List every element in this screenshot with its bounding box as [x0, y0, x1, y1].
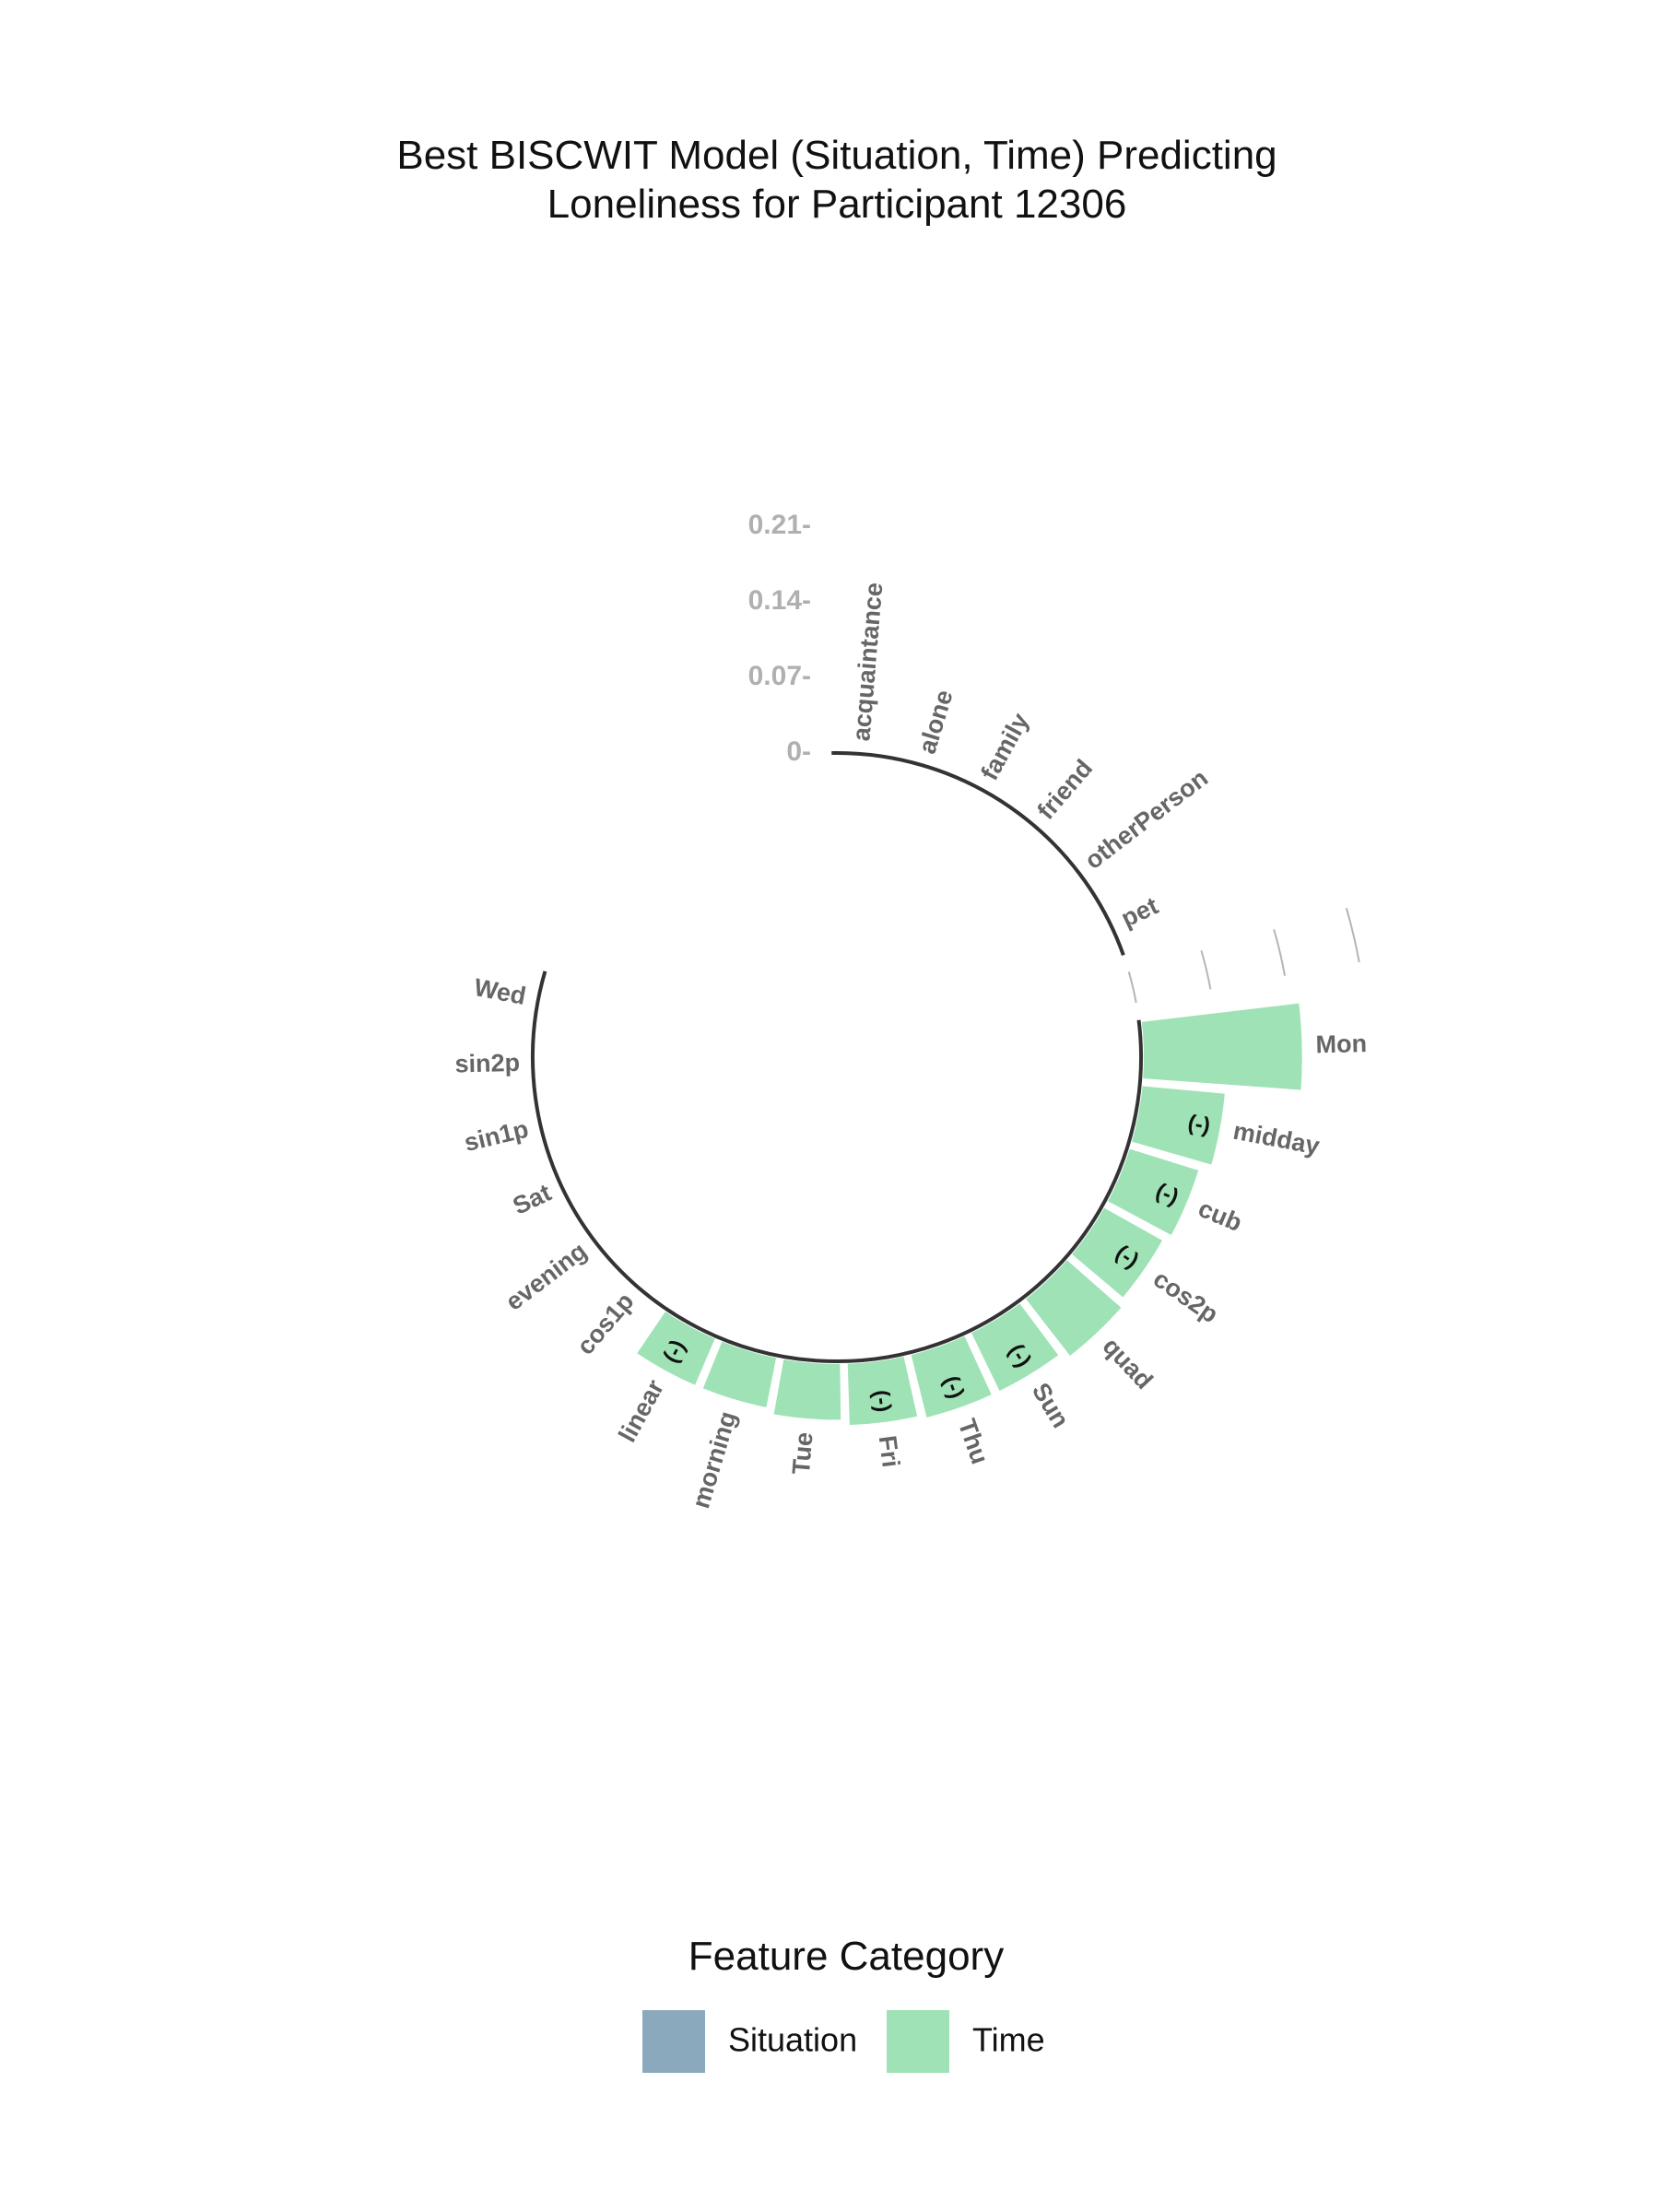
group-baselines — [531, 751, 1143, 1363]
grid-arc-3 — [1345, 908, 1360, 963]
label-cos2p: cos2p — [1148, 1265, 1223, 1328]
label-pet: pet — [1117, 891, 1162, 932]
label-linear: linear — [613, 1375, 669, 1447]
chart-title-line-1: Best BISCWIT Model (Situation, Time) Pre… — [396, 133, 1277, 178]
radial-tick-labels: 0- 0.07- 0.14- 0.21- — [748, 510, 811, 767]
label-midday: midday — [1231, 1117, 1322, 1160]
tick-1: 0.07- — [748, 661, 811, 691]
baseline-situation — [831, 751, 1125, 956]
bar-layer — [634, 1001, 1304, 1428]
label-wed: Wed — [472, 973, 528, 1010]
grid-arc-1 — [1200, 950, 1212, 990]
tick-2: 0.14- — [748, 585, 811, 616]
label-otherperson: otherPerson — [1079, 764, 1213, 875]
tick-3: 0.21- — [748, 510, 811, 540]
label-sin1p: sin1p — [462, 1115, 532, 1157]
grid-arc-2 — [1273, 929, 1287, 976]
label-sat: Sat — [509, 1179, 556, 1220]
neg-marker-midday: (-) — [1186, 1111, 1213, 1139]
bar-tue — [771, 1357, 843, 1422]
label-quad: quad — [1098, 1332, 1159, 1394]
radial-grid — [1127, 908, 1360, 1004]
label-mon: Mon — [1315, 1030, 1367, 1058]
label-sun: Sun — [1027, 1378, 1075, 1432]
label-alone: alone — [913, 687, 959, 757]
label-sin2p: sin2p — [454, 1049, 520, 1078]
label-tue: Tue — [787, 1431, 818, 1476]
label-evening: evening — [500, 1237, 592, 1316]
neg-marker-fri: (-) — [868, 1388, 896, 1413]
legend-label-situation: Situation — [728, 2021, 857, 2059]
legend-title: Feature Category — [688, 1934, 1004, 1979]
legend-swatch-time — [887, 2010, 949, 2073]
label-fri: Fri — [874, 1434, 905, 1469]
bar-mon — [1139, 1001, 1304, 1092]
label-friend: friend — [1032, 754, 1099, 824]
bar-morning — [700, 1339, 779, 1410]
grid-arc-0 — [1127, 971, 1137, 1004]
label-morning: morning — [687, 1408, 742, 1512]
baseline-time — [531, 971, 1143, 1363]
chart-title-line-2: Loneliness for Participant 12306 — [547, 182, 1127, 227]
legend-swatch-situation — [642, 2010, 705, 2073]
label-cos1p: cos1p — [571, 1288, 640, 1360]
tick-0: 0- — [786, 736, 811, 767]
label-family: family — [975, 709, 1034, 785]
legend-label-time: Time — [972, 2021, 1045, 2059]
label-cub: cub — [1194, 1194, 1246, 1237]
legend: Feature Category Situation Time — [642, 1934, 1045, 2073]
label-thu: Thu — [953, 1416, 994, 1468]
label-acquaintance: acquaintance — [847, 582, 888, 742]
